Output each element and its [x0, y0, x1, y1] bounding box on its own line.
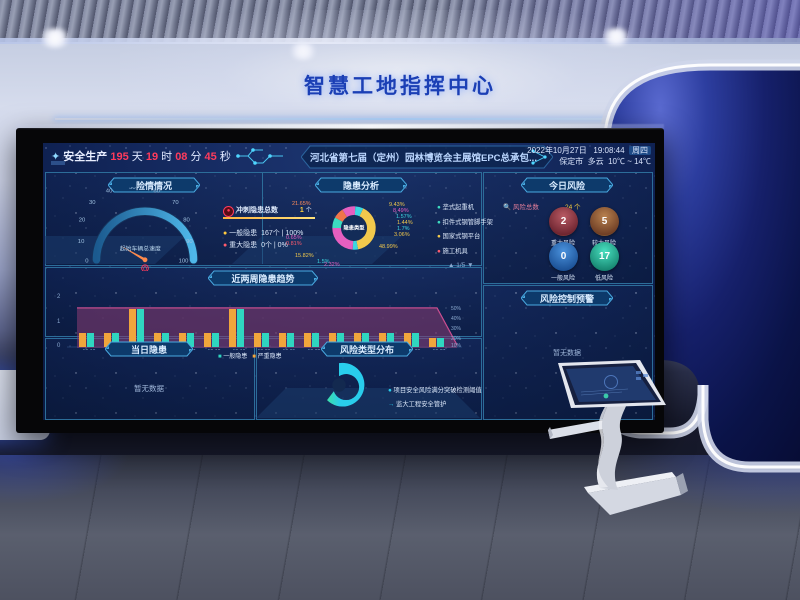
svg-text:60: 60	[153, 189, 160, 195]
svg-text:80: 80	[183, 218, 190, 224]
svg-text:100: 100	[179, 259, 190, 265]
svg-text:30%: 30%	[451, 326, 462, 332]
svg-text:10-20: 10-20	[258, 349, 271, 350]
svg-text:30: 30	[89, 200, 96, 206]
svg-text:0: 0	[85, 259, 89, 265]
svg-text:10: 10	[78, 239, 85, 245]
svg-text:90: 90	[186, 239, 193, 245]
svg-text:1: 1	[57, 319, 61, 325]
svg-text:10-22: 10-22	[308, 349, 321, 350]
svg-text:10-19: 10-19	[233, 349, 246, 350]
svg-text:10-27: 10-27	[433, 349, 446, 350]
svg-text:20%: 20%	[451, 336, 462, 342]
svg-text:10-13: 10-13	[83, 349, 96, 350]
svg-text:10-21: 10-21	[283, 349, 296, 350]
svg-text:50%: 50%	[451, 306, 462, 312]
svg-text:50: 50	[129, 187, 136, 191]
svg-text:10-18: 10-18	[208, 349, 221, 350]
svg-text:40%: 40%	[451, 316, 462, 322]
svg-text:0: 0	[57, 343, 61, 349]
svg-text:70: 70	[172, 200, 179, 206]
svg-text:2: 2	[57, 294, 61, 300]
svg-text:20: 20	[79, 218, 86, 224]
svg-text:40: 40	[106, 189, 113, 195]
svg-text:起始车辆总速度: 起始车辆总速度	[120, 244, 161, 252]
svg-text:0: 0	[143, 266, 147, 271]
svg-text:10%: 10%	[451, 343, 462, 349]
